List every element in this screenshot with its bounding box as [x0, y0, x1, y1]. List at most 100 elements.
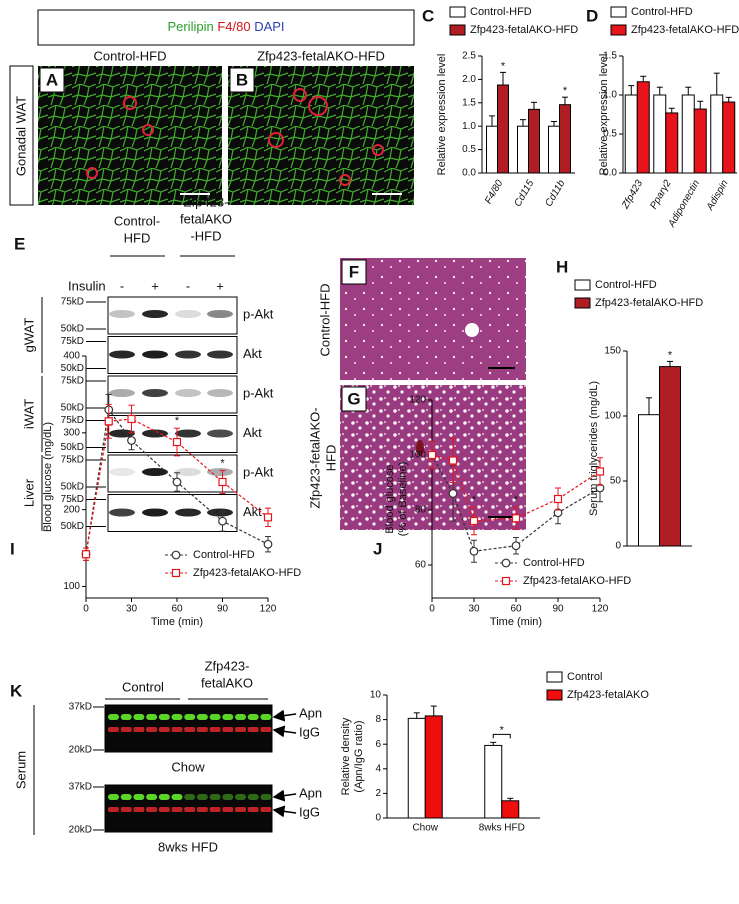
band — [120, 807, 132, 812]
band — [133, 794, 145, 800]
x-tick-label: 8wks HFD — [479, 823, 525, 834]
legend-label: Zfp423-fetalAKO-HFD — [631, 24, 739, 36]
panel-label: C — [422, 6, 434, 25]
band — [158, 794, 170, 800]
point — [553, 494, 563, 504]
x-tick-label: 60 — [510, 604, 522, 615]
band — [120, 727, 132, 732]
band — [207, 389, 233, 397]
marker-label: 50kD — [61, 442, 84, 453]
band — [222, 727, 234, 732]
point — [595, 467, 605, 476]
blot — [107, 454, 238, 493]
band — [222, 714, 234, 720]
bar — [407, 717, 426, 819]
condition-label: Chow — [171, 759, 205, 774]
x-tick-label: Zfp423 — [620, 178, 646, 212]
panel-box — [229, 67, 255, 93]
y-tick-label: 300 — [63, 427, 80, 438]
marker-label: 75kD — [61, 415, 84, 426]
histology — [340, 258, 526, 380]
bar — [548, 125, 560, 174]
band — [142, 508, 168, 517]
band — [247, 727, 259, 732]
significance: * — [501, 60, 506, 72]
y-axis-label: (Apn/IgG ratio) — [353, 720, 365, 792]
x-tick-label: 0 — [429, 604, 435, 615]
y-axis-label: Relative expression level — [436, 54, 448, 176]
band — [171, 807, 183, 812]
y-tick-label: 2.0 — [462, 74, 476, 85]
treatment-sign: + — [151, 278, 159, 293]
band — [207, 310, 233, 318]
bar — [486, 125, 498, 174]
band — [158, 727, 170, 732]
panel-label: G — [347, 389, 360, 408]
band — [133, 807, 145, 812]
stain-f480: F4/80 — [217, 19, 250, 34]
band — [158, 807, 170, 812]
band — [146, 727, 158, 732]
y-tick-label: 2 — [375, 788, 381, 799]
band — [108, 714, 119, 720]
panel-label: I — [10, 539, 15, 558]
panel-label: B — [236, 70, 248, 89]
panel-label: E — [14, 234, 25, 253]
band — [196, 714, 208, 720]
vessel — [465, 323, 479, 337]
bar — [497, 84, 509, 174]
y-tick-label: 400 — [63, 351, 80, 362]
legend-label: Control-HFD — [631, 6, 693, 18]
band — [247, 807, 259, 812]
y-axis-label: Blood glucose — [384, 464, 396, 533]
tissue-box — [9, 65, 34, 206]
y-tick-label: 6 — [375, 739, 381, 750]
band — [175, 350, 201, 359]
panel-box — [341, 386, 367, 412]
x-tick-label: 30 — [126, 604, 138, 615]
panel-label: A — [46, 70, 58, 89]
point — [127, 414, 136, 424]
treatment-sign: - — [120, 278, 124, 293]
band — [235, 714, 246, 720]
legend-label: Control — [567, 671, 602, 683]
x-tick-label: 0 — [83, 604, 89, 615]
x-tick-label: Pparγ2 — [648, 178, 674, 211]
marker-label: 75kD — [61, 297, 84, 308]
group-label: Control-HFD — [94, 48, 167, 63]
arrow — [272, 725, 297, 738]
significance: * — [500, 724, 505, 736]
band — [142, 468, 168, 476]
y-tick-label: 100 — [409, 450, 426, 461]
y-tick-label: 150 — [604, 346, 621, 357]
band — [184, 727, 196, 732]
legend-label: Control-HFD — [193, 549, 255, 561]
marker-label: 75kD — [61, 455, 84, 466]
band — [209, 794, 221, 800]
x-tick-label: 30 — [468, 604, 480, 615]
blot — [107, 375, 238, 414]
legend-label: Zfp423-fetalAKO-HFD — [470, 24, 578, 36]
band-label: Apn — [299, 785, 322, 800]
bar — [681, 94, 695, 174]
stain-box — [37, 9, 415, 46]
band — [120, 794, 132, 800]
y-tick-label: 100 — [63, 581, 80, 592]
band — [175, 310, 201, 318]
bar — [559, 104, 571, 174]
point — [218, 477, 227, 487]
legend-label: Zfp423-fetalAKO — [567, 689, 649, 701]
bar — [624, 94, 638, 174]
band — [109, 468, 135, 476]
x-tick-label: 120 — [592, 604, 609, 615]
bar — [722, 101, 736, 174]
y-axis-label: Relative expression level — [598, 54, 610, 176]
legend-label: Control-HFD — [595, 279, 657, 291]
y-tick-label: 100 — [604, 411, 621, 422]
condition-label: 8wks HFD — [158, 839, 218, 854]
x-tick-label: F4/80 — [483, 178, 506, 206]
band — [109, 310, 135, 318]
y-axis-label: (% of Baseline) — [397, 462, 409, 537]
band — [142, 429, 168, 438]
treatment-sign: + — [216, 278, 224, 293]
